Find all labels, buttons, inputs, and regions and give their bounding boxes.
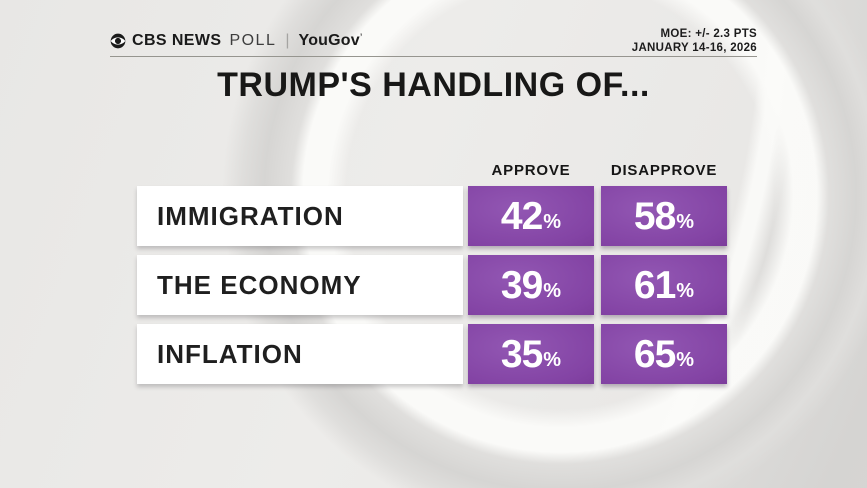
- disapprove-value-cell: 61%: [601, 255, 727, 315]
- brand-cbs-news: CBS NEWS: [132, 32, 222, 49]
- header-rule: [110, 56, 757, 57]
- approve-value-cell: 42%: [468, 186, 594, 246]
- table-row: IMMIGRATION 42% 58%: [137, 186, 727, 246]
- disapprove-column-header: DISAPPROVE: [610, 162, 718, 179]
- brand-poll: POLL: [229, 32, 277, 49]
- disapprove-value: 61: [633, 263, 676, 307]
- disapprove-value-cell: 58%: [601, 186, 727, 246]
- disapprove-value: 65: [633, 332, 676, 376]
- column-headers: APPROVE DISAPPROVE: [468, 162, 727, 179]
- yougov-trademark: ’: [359, 32, 363, 42]
- approve-column-header: APPROVE: [491, 162, 571, 179]
- brand-lockup: CBS NEWS POLL | YouGov’: [110, 32, 363, 50]
- brand-yougov: YouGov’: [298, 32, 363, 49]
- row-label-economy: THE ECONOMY: [137, 255, 463, 315]
- row-label-immigration: IMMIGRATION: [137, 186, 463, 246]
- approve-value: 35: [500, 332, 543, 376]
- percent-sign: %: [676, 211, 695, 233]
- cbs-eye-icon: [110, 33, 126, 49]
- row-label-inflation: INFLATION: [137, 324, 463, 384]
- approve-value-cell: 35%: [468, 324, 594, 384]
- table-row: INFLATION 35% 65%: [137, 324, 727, 384]
- approve-value-cell: 39%: [468, 255, 594, 315]
- brand-divider: |: [285, 32, 290, 49]
- disapprove-value: 58: [633, 194, 676, 238]
- percent-sign: %: [543, 211, 562, 233]
- margin-of-error: MOE: +/- 2.3 PTS: [660, 28, 757, 40]
- approve-value: 42: [500, 194, 543, 238]
- poll-table: APPROVE DISAPPROVE IMMIGRATION 42% 58% T…: [137, 162, 727, 393]
- poll-dates: JANUARY 14-16, 2026: [631, 42, 757, 55]
- percent-sign: %: [676, 349, 695, 371]
- percent-sign: %: [543, 349, 562, 371]
- disapprove-value-cell: 65%: [601, 324, 727, 384]
- percent-sign: %: [676, 280, 695, 302]
- page-title: TRUMP'S HANDLING OF...: [217, 66, 650, 104]
- approve-value: 39: [500, 263, 543, 307]
- table-row: THE ECONOMY 39% 61%: [137, 255, 727, 315]
- header: CBS NEWS POLL | YouGov’ MOE: +/- 2.3 PTS …: [110, 27, 757, 56]
- percent-sign: %: [543, 280, 562, 302]
- poll-details: MOE: +/- 2.3 PTS JANUARY 14-16, 2026: [632, 27, 757, 56]
